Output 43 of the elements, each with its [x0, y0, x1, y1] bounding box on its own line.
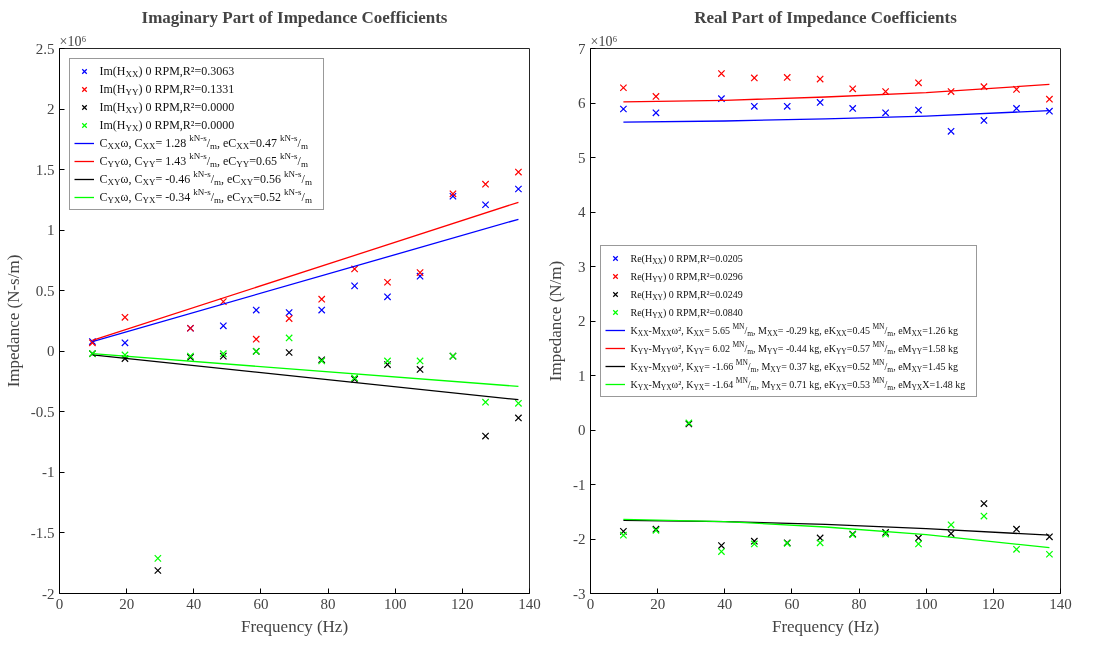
y-tick-label: 1.5	[35, 161, 55, 178]
y-tick-label: 0	[47, 343, 55, 360]
y-tick-label: 2	[578, 313, 586, 329]
chart-title: Real Part of Impedance Coefficients	[694, 7, 958, 27]
y-tick-label: -0.5	[30, 403, 55, 420]
y-tick-label: 4	[578, 204, 586, 220]
y-tick-label: 6	[578, 95, 586, 111]
y-axis-title: Impedance (N/m)	[546, 260, 565, 382]
x-tick-label: 140	[518, 595, 541, 612]
text: ×10⁶	[59, 33, 87, 49]
x-axis-title: Frequency (Hz)	[240, 616, 349, 636]
y-tick-label: -3	[573, 585, 586, 602]
y-tick-label: 1	[578, 367, 586, 384]
y-tick-label: -1	[573, 476, 586, 493]
chart-title: Imaginary Part of Impedance Coefficients	[141, 7, 448, 27]
x-tick-label: 20	[650, 595, 666, 612]
x-tick-label: 20	[119, 595, 135, 612]
x-tick-label: 100	[914, 595, 938, 612]
y-tick-label: -1.5	[30, 524, 55, 541]
y-tick-label: 2	[47, 101, 55, 118]
y-axis-title: Impedance (N-s/m)	[3, 254, 23, 388]
x-tick-label: 60	[784, 595, 800, 612]
x-tick-label: 140	[1049, 595, 1072, 612]
y-tick-label: 5	[578, 149, 586, 166]
y-tick-label: 1	[47, 222, 55, 239]
x-tick-label: 80	[320, 595, 336, 612]
y-tick-label: 0	[578, 422, 586, 438]
y-tick-label: 7	[578, 40, 586, 57]
x-tick-label: 120	[451, 595, 474, 612]
y-tick-label: -1	[42, 464, 55, 481]
x-tick-label: 60	[253, 595, 269, 612]
x-axis-title: Frequency (Hz)	[771, 616, 880, 636]
x-tick-label: 40	[717, 595, 733, 612]
x-tick-label: 100	[383, 595, 407, 612]
y-tick-label: -2	[42, 585, 55, 602]
x-tick-label: 80	[851, 595, 867, 612]
y-tick-label: 0.5	[35, 282, 55, 299]
x-tick-label: 40	[186, 595, 202, 612]
y-tick-label: 3	[578, 258, 586, 275]
y-tick-label: 2.5	[35, 40, 55, 57]
x-tick-label: 120	[982, 595, 1005, 612]
text: ×10⁶	[590, 33, 618, 49]
y-tick-label: -2	[573, 531, 586, 547]
